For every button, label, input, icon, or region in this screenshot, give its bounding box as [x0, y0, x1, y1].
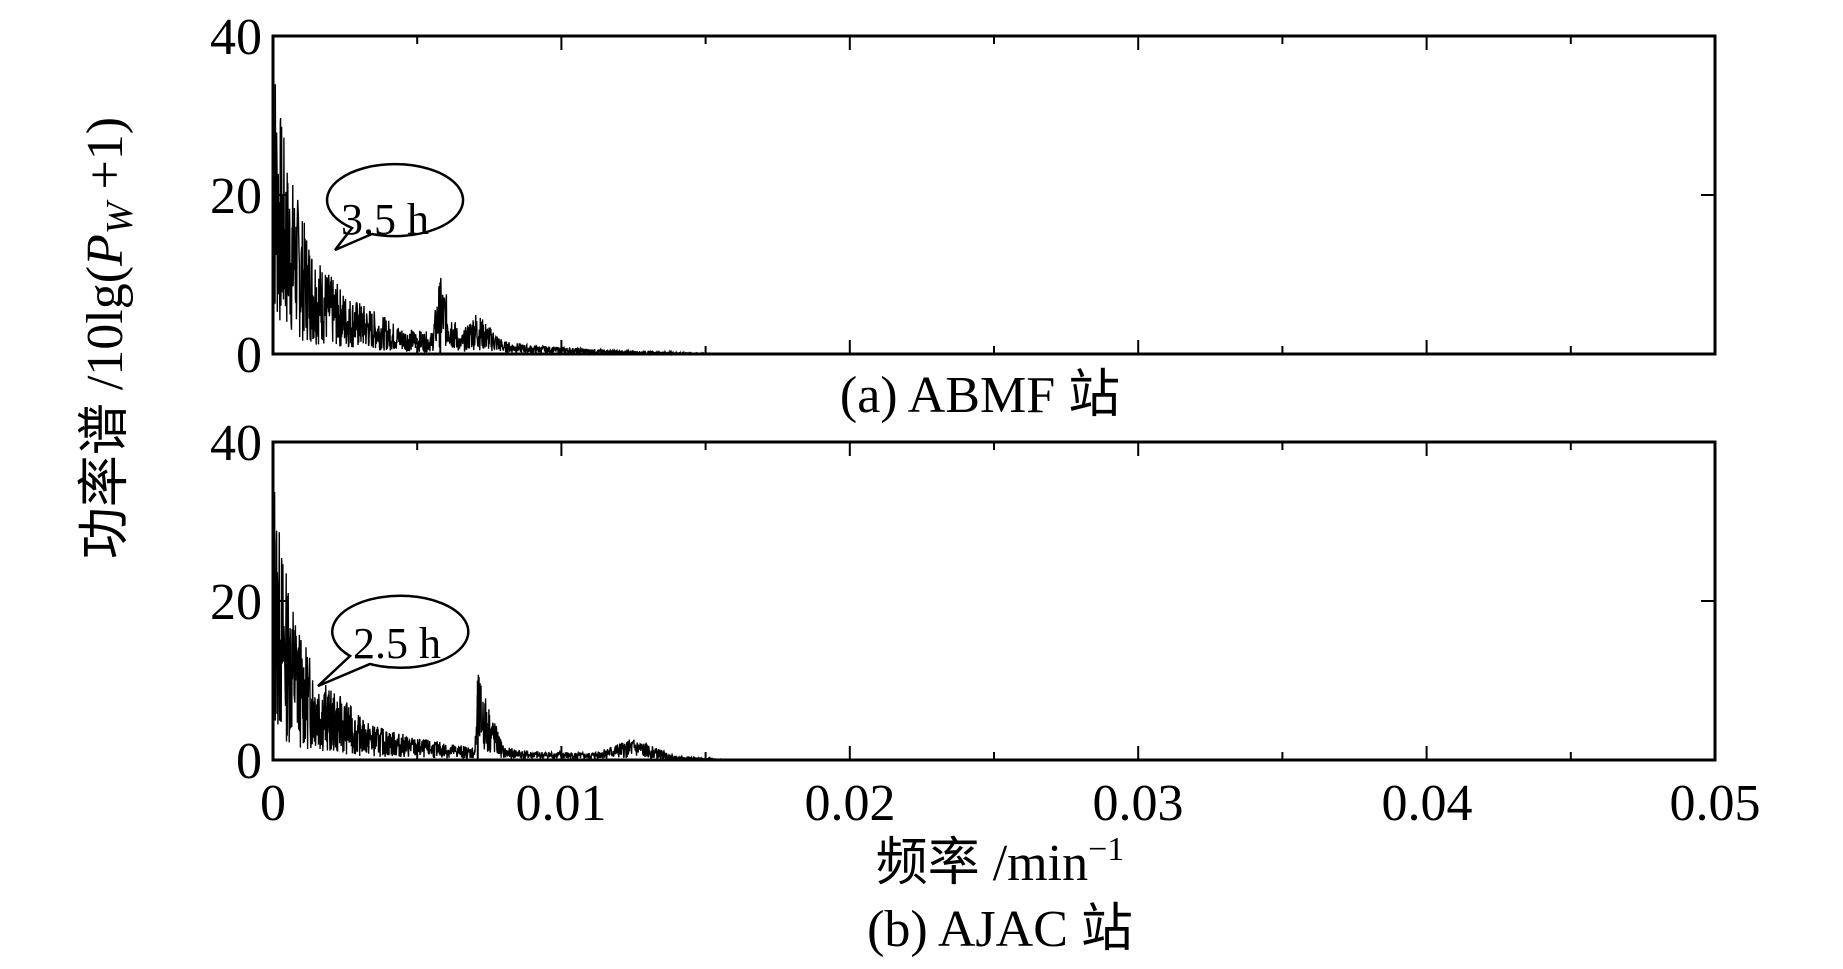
y-axis-title: 功率谱 /10lg(PW +1)	[77, 117, 141, 559]
panel-b-callout: 2.5 h	[317, 594, 470, 688]
panel-b-ytick-0: 0	[236, 733, 262, 790]
panel-b-xtick-0: 0	[260, 775, 286, 832]
panel-a-caption: (a) ABMF 站	[840, 367, 1120, 424]
panel-b-ytick-20: 20	[210, 574, 262, 631]
panel-b-xtick-0.03: 0.03	[1093, 775, 1184, 832]
panel-a-ytick-0: 0	[236, 327, 262, 384]
x-axis-title: 频率 /min−1	[876, 831, 1125, 892]
y-axis-title-subscript: W	[99, 199, 141, 234]
y-axis-title-main: 功率谱 /10lg(	[77, 266, 134, 559]
panel-a: 0 20 40 3.5 h (a) ABMF 站	[210, 9, 1717, 424]
panel-a-ytick-40: 40	[210, 9, 262, 66]
panel-a-ticks	[272, 35, 1716, 355]
y-axis-title-tail: +1)	[77, 117, 134, 203]
panel-b-caption: (b) AJAC 站	[867, 901, 1133, 958]
panel-a-frame	[271, 34, 1717, 356]
panel-b-frame	[271, 440, 1717, 762]
panel-b-xtick-0.01: 0.01	[516, 775, 607, 832]
panel-b-xtick-0.05: 0.05	[1670, 775, 1761, 832]
panel-a-ytick-20: 20	[210, 168, 262, 225]
panel-b: 0 20 40 0 0.01 0.02 0.03 0.04 0.05 2.5 h…	[210, 415, 1761, 958]
panel-b-xtick-0.04: 0.04	[1382, 775, 1473, 832]
panel-b-ytick-40: 40	[210, 415, 262, 472]
panel-b-callout-bubble	[317, 594, 470, 688]
panel-a-annotation: 3.5 h	[341, 195, 429, 244]
panel-a-callout: 3.5 h	[325, 162, 465, 252]
panel-b-xtick-0.02: 0.02	[805, 775, 896, 832]
panel-a-callout-bubble	[325, 162, 465, 252]
x-axis-title-superscript: −1	[1088, 831, 1124, 868]
panel-b-annotation: 2.5 h	[353, 619, 441, 668]
y-axis-title-symbol: P	[77, 234, 134, 267]
x-axis-title-main: 频率 /min	[876, 835, 1088, 892]
panel-b-spectrum-line	[272, 473, 735, 762]
